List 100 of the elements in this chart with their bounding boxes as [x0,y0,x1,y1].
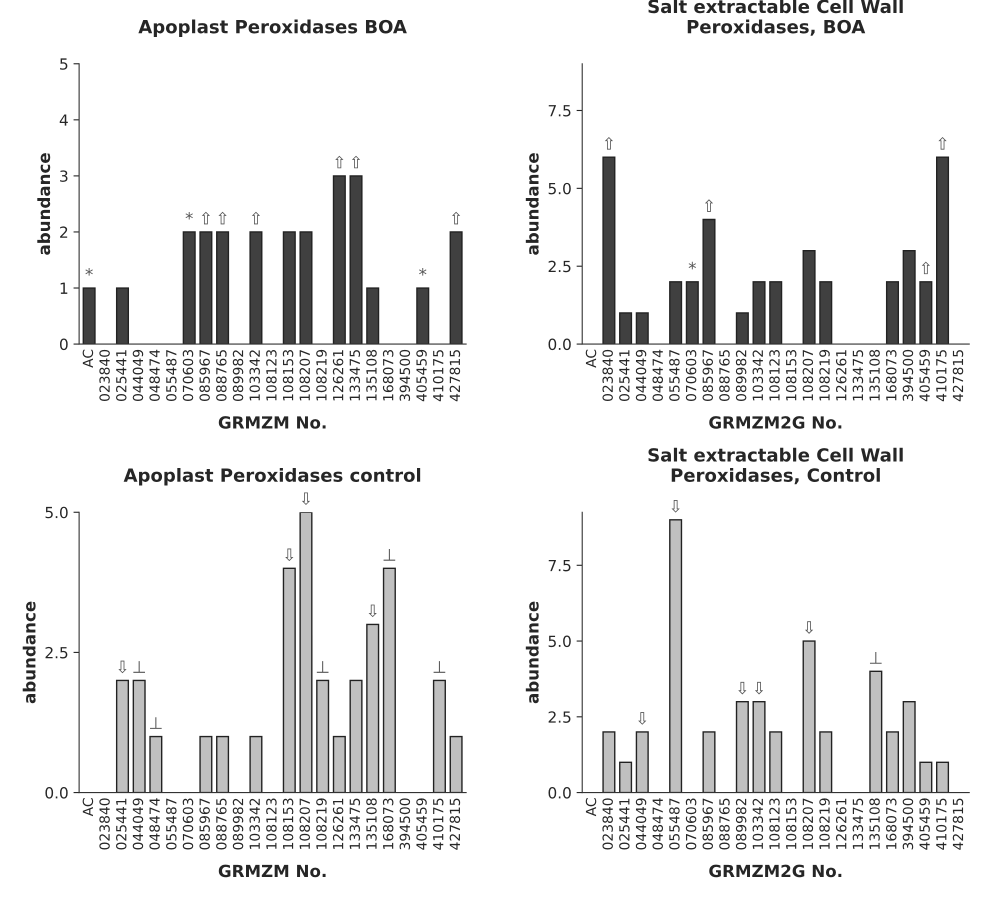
x-tick-label: 070603 [686,798,696,850]
x-tick-label: 410175 [936,798,947,850]
y-tick-label: 2.5 [548,260,570,272]
x-axis-title: GRMZM2G No. [709,864,842,878]
bar [702,731,716,793]
x-tick-label: 405459 [919,798,930,850]
y-tick-label: 4 [60,114,68,126]
x-tick-label: 088765 [719,798,730,850]
bar [769,731,782,793]
bar [936,762,950,793]
x-tick-label: 410175 [432,798,444,850]
x-tick-label: 410175 [432,350,444,402]
x-tick-label: 427815 [450,350,460,402]
x-tick-label: 405459 [416,798,427,850]
x-tick-label: 108153 [282,798,294,849]
annotation: ⇧ [352,156,360,168]
y-tick-label: 5.0 [548,182,571,194]
bar [669,281,682,344]
x-tick-label: 023840 [602,798,613,850]
bar [282,231,296,344]
bar [349,680,363,793]
annotation: ⇩ [118,660,127,674]
x-tick-label: 048474 [652,798,663,850]
y-tick-label: 2 [60,226,68,238]
bar [602,156,616,344]
annotation: ⇧ [922,262,930,274]
chart-title: Apoplast Peroxidases BOA [138,19,407,37]
x-tick-label: 103342 [249,350,260,400]
x-tick-label: 135108 [869,350,880,400]
bar [636,312,649,344]
x-tick-label: 044049 [132,798,144,850]
x-tick-label: 023840 [602,350,613,402]
x-tick-label: 108123 [769,798,780,849]
bar [802,250,816,344]
bar [450,231,463,344]
bar [249,736,262,793]
bar [736,700,749,793]
bar [182,231,196,344]
x-tick-label: 048474 [149,798,160,850]
y-axis-title: abundance [22,602,36,704]
annotation: ⇩ [672,500,680,513]
bar [919,762,932,793]
y-tick-label: 3 [60,170,68,182]
x-tick-label: 108153 [282,350,294,400]
x-tick-label: 085967 [702,350,714,402]
annotation: ⇧ [452,212,460,224]
bar [869,670,882,793]
annotation: ⇧ [202,212,210,224]
y-axis-title: abundance [526,602,539,704]
x-tick-label: 025441 [116,350,127,402]
x-tick-label: 048474 [652,350,663,402]
y-tick-label: 0.0 [548,787,571,799]
x-tick-label: 048474 [149,350,160,402]
x-tick-label: 070603 [182,798,194,850]
y-tick-label: 7.5 [548,560,570,572]
x-tick-label: 133475 [852,350,864,400]
x-axis-title: GRMZM2G No. [709,416,842,429]
bar [636,731,649,793]
bar [116,680,130,793]
x-tick-label: 070603 [182,350,194,402]
x-tick-label: 135108 [366,350,377,400]
annotation: ⊥ [384,549,396,561]
x-axis-title: GRMZM No. [218,864,326,878]
x-tick-label: 394500 [400,798,410,850]
x-tick-label: 070603 [686,350,696,402]
x-tick-label: 168073 [886,798,897,849]
x-tick-label: 108207 [300,798,310,849]
bar [299,231,313,344]
x-tick-label: 133475 [852,798,864,849]
bar [199,231,212,344]
x-tick-label: 405459 [919,350,930,402]
x-tick-label: 168073 [886,350,897,400]
x-tick-label: 133475 [350,350,360,400]
y-tick-label: 7.5 [548,105,570,117]
x-tick-label: 108207 [300,350,310,400]
x-tick-label: 168073 [382,798,394,849]
x-tick-label: 085967 [702,798,714,850]
y-axis-title: abundance [526,153,539,255]
bar [216,231,230,344]
x-tick-label: 108207 [802,798,814,849]
x-tick-label: 133475 [350,798,360,849]
annotation: ⊥ [316,661,328,673]
x-tick-label: 088765 [719,350,730,402]
x-tick-label: 088765 [216,798,227,850]
y-tick-label: 1 [60,282,68,294]
bar [132,680,146,793]
x-tick-label: 025441 [619,350,630,402]
y-tick-label: 0.0 [548,338,571,350]
x-tick-label: 025441 [116,798,127,850]
bar [886,731,900,793]
x-tick-label: 135108 [366,798,377,849]
y-tick-label: 2.5 [46,646,68,658]
x-tick-label: 427815 [450,798,460,850]
x-tick-label: 108219 [819,350,830,400]
x-tick-label: 089982 [736,350,746,402]
bar [752,700,766,793]
bar [619,762,632,793]
x-tick-label: 394500 [400,350,410,401]
x-tick-label: 405459 [416,350,427,402]
x-tick-label: 044049 [636,798,646,850]
